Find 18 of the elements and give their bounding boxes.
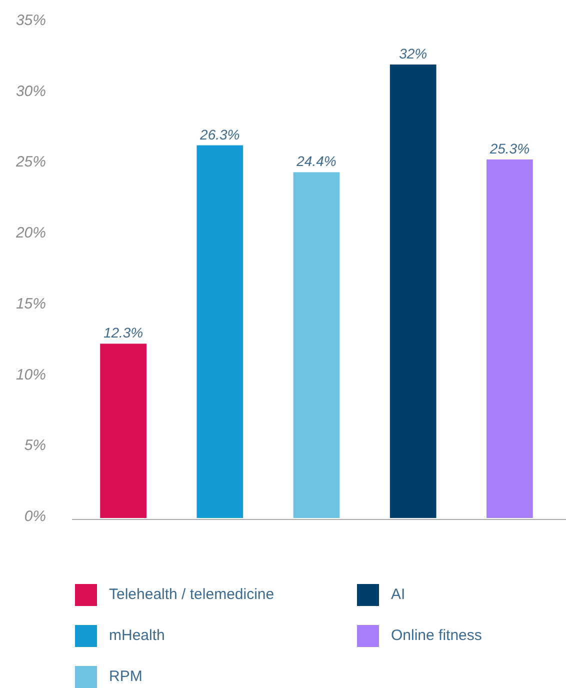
- y-tick-label: 10%: [16, 366, 46, 384]
- legend-label: RPM: [109, 668, 142, 685]
- y-tick-label: 0%: [24, 508, 46, 525]
- data-label: 25.3%: [488, 140, 530, 156]
- data-label: 32%: [399, 46, 428, 62]
- y-tick-label: 30%: [16, 82, 46, 100]
- y-tick-label: 20%: [14, 224, 46, 242]
- data-label: 26.3%: [199, 126, 240, 142]
- legend-label: Online fitness: [391, 626, 482, 644]
- y-tick-label: 35%: [16, 12, 46, 29]
- legend-label: AI: [391, 586, 406, 603]
- legend-label: Telehealth / telemedicine: [109, 586, 274, 603]
- data-label: 24.4%: [296, 153, 336, 170]
- y-tick-label: 25%: [14, 154, 46, 171]
- y-tick-label: 5%: [24, 437, 46, 454]
- legend-label: mHealth: [109, 626, 165, 644]
- y-tick-label: 15%: [16, 295, 46, 312]
- data-label: 12.3%: [103, 324, 144, 341]
